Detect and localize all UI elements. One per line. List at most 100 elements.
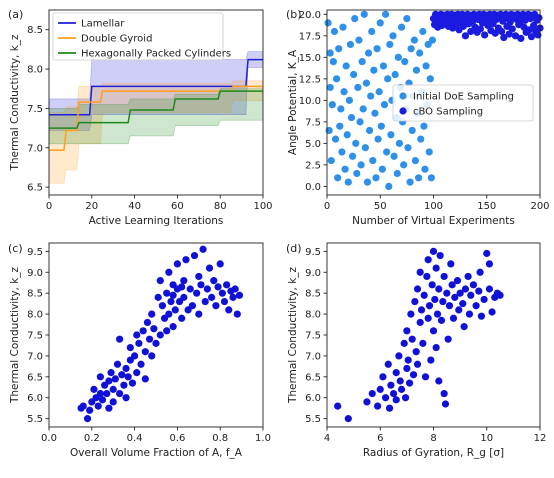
data-point	[406, 178, 414, 186]
data-point	[169, 291, 177, 299]
data-point	[511, 32, 520, 40]
data-point	[363, 398, 371, 406]
data-point	[335, 45, 343, 53]
data-point	[432, 343, 440, 352]
data-point	[379, 62, 388, 70]
y-tick-label: 0.0	[305, 182, 321, 193]
data-point	[431, 295, 439, 304]
data-point	[163, 289, 171, 297]
data-point	[395, 352, 403, 360]
data-point	[178, 314, 186, 322]
data-point	[441, 400, 450, 408]
confidence-band-2	[49, 88, 263, 145]
data-point	[190, 251, 199, 260]
x-tick-label: 0.6	[169, 433, 185, 444]
data-point	[433, 310, 442, 318]
x-tick-label: 150	[477, 201, 496, 212]
data-point	[158, 302, 167, 310]
data-point	[517, 34, 525, 42]
y-tick-label: 5.5	[27, 414, 43, 425]
data-point	[377, 122, 385, 130]
y-tick-label: 9.5	[305, 247, 321, 258]
data-point	[394, 53, 402, 61]
y-tick-label: 9.0	[27, 268, 43, 279]
data-point	[380, 101, 389, 109]
series-line-1	[49, 85, 263, 151]
data-point	[414, 174, 423, 182]
data-point	[425, 302, 434, 310]
data-point	[480, 295, 488, 304]
y-tick-label: 7.0	[27, 143, 43, 154]
series-line-0	[49, 58, 263, 116]
data-point	[354, 83, 362, 92]
data-point	[449, 314, 458, 322]
data-point	[376, 19, 384, 27]
y-tick-label: 7.5	[27, 331, 43, 342]
data-point	[403, 15, 411, 23]
data-point	[485, 285, 494, 293]
data-point	[443, 289, 451, 297]
legend: Initial DoE Sampling cBO Sampling	[392, 84, 534, 122]
data-point	[428, 36, 437, 44]
data-point	[496, 291, 504, 299]
y-tick-label: 7.5	[305, 331, 321, 342]
data-point	[472, 302, 480, 310]
data-point	[133, 369, 141, 377]
data-point	[113, 360, 122, 368]
data-point	[475, 287, 483, 295]
data-point	[362, 79, 371, 87]
data-point	[156, 277, 164, 285]
data-point	[165, 268, 173, 276]
data-point	[370, 66, 378, 74]
data-point	[427, 356, 435, 364]
data-point	[383, 148, 391, 156]
data-point	[422, 62, 430, 70]
data-point	[145, 335, 154, 343]
data-point	[369, 156, 377, 165]
x-tick-label: 0	[46, 201, 52, 212]
y-tick-label: 10.0	[299, 96, 321, 107]
data-point	[424, 256, 432, 264]
data-point	[178, 283, 186, 291]
y-tick-label: 12.5	[299, 74, 321, 85]
data-point	[199, 245, 207, 253]
data-point	[483, 249, 491, 258]
data-point	[444, 335, 452, 343]
data-point	[424, 314, 432, 322]
data-point	[376, 385, 384, 393]
data-point	[214, 283, 222, 291]
data-point	[355, 36, 363, 44]
data-point	[344, 415, 352, 423]
data-point	[420, 122, 428, 130]
data-point	[428, 281, 436, 289]
data-point	[86, 406, 94, 414]
data-point	[404, 144, 412, 152]
data-point	[156, 331, 164, 339]
y-tick-label: 8.5	[305, 289, 321, 300]
data-point	[459, 22, 467, 30]
y-tick-label: 8.0	[27, 310, 43, 321]
data-point	[390, 152, 398, 160]
legend-label: cBO Sampling	[413, 107, 483, 118]
y-axis-label: Angle Potential, K_A	[287, 49, 299, 155]
legend-box	[392, 84, 534, 122]
x-tick-label: 6	[377, 433, 383, 444]
data-point	[505, 30, 513, 38]
data-point	[389, 32, 397, 40]
data-point	[233, 310, 241, 318]
legend: Lamellar Double Gyroid Hexagonally Packed …	[52, 12, 231, 61]
data-point	[339, 23, 347, 31]
x-tick-label: 0.0	[41, 433, 57, 444]
data-point	[396, 377, 404, 385]
data-point	[111, 375, 119, 383]
data-point	[411, 297, 419, 306]
data-point	[384, 75, 392, 83]
data-point	[103, 389, 111, 398]
data-point	[208, 293, 216, 301]
data-point	[169, 323, 177, 331]
data-point	[437, 316, 446, 324]
data-point	[455, 306, 463, 314]
data-point	[423, 272, 431, 281]
x-tick-label: 50	[374, 201, 387, 212]
x-tick-label: 10	[480, 433, 493, 444]
